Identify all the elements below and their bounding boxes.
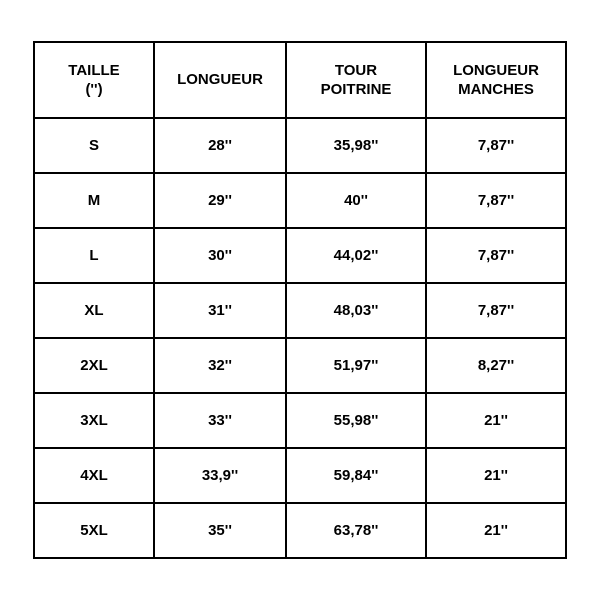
cell-chest: 48,03'' <box>286 283 426 338</box>
cell-length: 30'' <box>154 228 286 283</box>
table-row: 4XL 33,9'' 59,84'' 21'' <box>34 448 566 503</box>
table-row: 5XL 35'' 63,78'' 21'' <box>34 503 566 558</box>
cell-size: 2XL <box>34 338 154 393</box>
cell-size: XL <box>34 283 154 338</box>
cell-sleeve: 21'' <box>426 448 566 503</box>
table-row: XL 31'' 48,03'' 7,87'' <box>34 283 566 338</box>
size-chart-table: TAILLE('') LONGUEUR TOURPOITRINE LONGUEU… <box>33 41 567 559</box>
cell-sleeve: 7,87'' <box>426 118 566 173</box>
table-row: M 29'' 40'' 7,87'' <box>34 173 566 228</box>
cell-sleeve: 7,87'' <box>426 283 566 338</box>
cell-chest: 59,84'' <box>286 448 426 503</box>
cell-chest: 55,98'' <box>286 393 426 448</box>
header-row: TAILLE('') LONGUEUR TOURPOITRINE LONGUEU… <box>34 42 566 118</box>
cell-length: 33,9'' <box>154 448 286 503</box>
table-row: 3XL 33'' 55,98'' 21'' <box>34 393 566 448</box>
cell-length: 33'' <box>154 393 286 448</box>
table-row: 2XL 32'' 51,97'' 8,27'' <box>34 338 566 393</box>
cell-chest: 35,98'' <box>286 118 426 173</box>
cell-sleeve: 7,87'' <box>426 228 566 283</box>
cell-chest: 44,02'' <box>286 228 426 283</box>
cell-sleeve: 7,87'' <box>426 173 566 228</box>
cell-length: 31'' <box>154 283 286 338</box>
cell-size: S <box>34 118 154 173</box>
cell-size: M <box>34 173 154 228</box>
cell-chest: 51,97'' <box>286 338 426 393</box>
table-row: L 30'' 44,02'' 7,87'' <box>34 228 566 283</box>
col-header-longueur: LONGUEUR <box>154 42 286 118</box>
cell-size: 4XL <box>34 448 154 503</box>
col-header-tour-poitrine: TOURPOITRINE <box>286 42 426 118</box>
col-header-taille: TAILLE('') <box>34 42 154 118</box>
cell-sleeve: 21'' <box>426 393 566 448</box>
cell-sleeve: 21'' <box>426 503 566 558</box>
cell-length: 29'' <box>154 173 286 228</box>
table-row: S 28'' 35,98'' 7,87'' <box>34 118 566 173</box>
table-header: TAILLE('') LONGUEUR TOURPOITRINE LONGUEU… <box>34 42 566 118</box>
cell-size: 3XL <box>34 393 154 448</box>
cell-sleeve: 8,27'' <box>426 338 566 393</box>
col-header-longueur-manches: LONGUEURMANCHES <box>426 42 566 118</box>
cell-chest: 63,78'' <box>286 503 426 558</box>
cell-chest: 40'' <box>286 173 426 228</box>
cell-length: 32'' <box>154 338 286 393</box>
cell-length: 35'' <box>154 503 286 558</box>
cell-size: L <box>34 228 154 283</box>
cell-length: 28'' <box>154 118 286 173</box>
cell-size: 5XL <box>34 503 154 558</box>
table-body: S 28'' 35,98'' 7,87'' M 29'' 40'' 7,87''… <box>34 118 566 558</box>
